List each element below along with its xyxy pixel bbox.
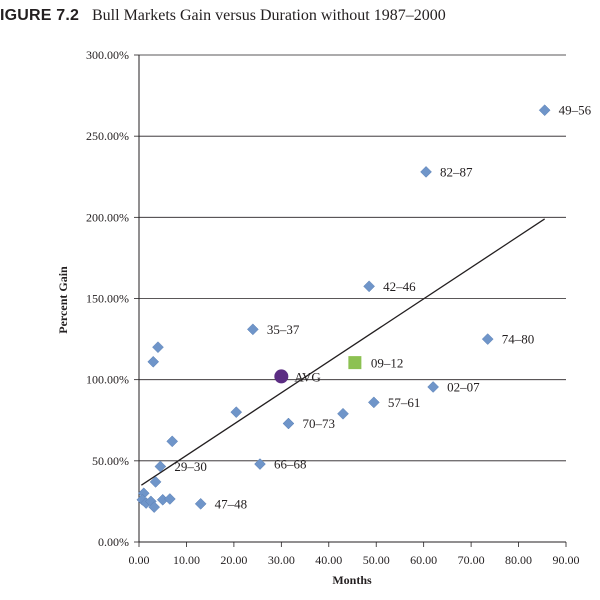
point-label: 35–37 [267, 322, 300, 337]
y-tick-label: 0.00% [98, 535, 129, 549]
scatter-point [154, 460, 167, 473]
scatter-point [147, 355, 160, 368]
point-label: 66–68 [274, 457, 307, 472]
trend-line [141, 218, 546, 486]
y-tick-label: 150.00% [86, 292, 129, 306]
scatter-point [194, 497, 207, 510]
scatter-point [363, 280, 375, 293]
point-label: 49–56 [559, 103, 592, 118]
x-tick-label: 60.00 [410, 553, 437, 567]
x-tick-label: 30.00 [268, 553, 295, 567]
scatter-point [148, 501, 161, 513]
figure-label: FIGURE 7.2 [0, 7, 80, 24]
y-tick-labels: 0.00% 50.00% 100.00% 150.00% 200.00% 250.00% 3… [86, 48, 129, 549]
chart-title: Bull Markets Gain versus Duration withou… [92, 7, 446, 24]
point-label: 42–46 [383, 279, 416, 294]
x-axis-title: Months [332, 573, 372, 587]
scatter-point [166, 435, 179, 448]
current-point [348, 356, 362, 370]
x-tick-label: 70.00 [458, 553, 485, 567]
point-label: 29–30 [174, 459, 207, 474]
scatter-point [538, 104, 551, 117]
scatter-point [254, 458, 266, 470]
plot-axes [134, 54, 567, 547]
x-tick-label: 40.00 [315, 553, 342, 567]
grid-lines [139, 54, 566, 462]
y-axis-title: Percent Gain [56, 266, 70, 334]
current-point-label: 09–12 [371, 356, 404, 371]
point-label: 47–48 [215, 496, 248, 511]
point-label: 02–07 [447, 379, 480, 394]
scatter-point [149, 476, 162, 488]
y-tick-label: 100.00% [86, 373, 129, 387]
point-label: 57–61 [388, 395, 421, 410]
scatter-point [367, 396, 380, 409]
x-tick-label: 10.00 [173, 553, 200, 567]
scatter-point [163, 493, 176, 505]
scatter-point [481, 333, 494, 345]
figure-header: FIGURE 7.2 Bull Markets Gain versus Dura… [0, 6, 600, 28]
scatter-point [152, 341, 164, 354]
scatter-point [247, 323, 259, 336]
scatter-point [282, 417, 295, 430]
x-tick-label: 80.00 [505, 553, 532, 567]
scatter-point [337, 407, 349, 420]
scatter-point [230, 406, 243, 418]
point-label: 70–73 [302, 416, 335, 431]
point-label: 74–80 [502, 332, 535, 347]
y-tick-label: 250.00% [86, 129, 129, 143]
x-tick-label: 0.00 [129, 553, 150, 567]
x-tick-label: 20.00 [220, 553, 247, 567]
x-tick-label: 50.00 [363, 553, 390, 567]
x-tick-labels: 0.00 10.00 20.00 30.00 40.00 50.00 60.00 70.00 8… [129, 553, 580, 567]
data-points [136, 104, 551, 513]
avg-label: AVG [294, 369, 321, 384]
avg-point [274, 369, 289, 384]
y-tick-label: 50.00% [92, 454, 129, 468]
y-tick-label: 300.00% [86, 48, 129, 62]
x-tick-label: 90.00 [553, 553, 580, 567]
scatter-point [420, 166, 432, 178]
scatter-point [427, 381, 440, 393]
point-label: 82–87 [440, 164, 473, 179]
y-tick-label: 200.00% [86, 210, 129, 224]
point-labels: 49–56 82–87 42–46 35–37 74–80 02–07 57–61 70–73… [174, 103, 591, 512]
